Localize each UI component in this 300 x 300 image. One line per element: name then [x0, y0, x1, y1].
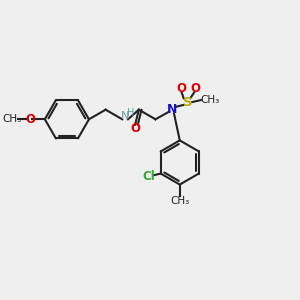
Text: N: N [167, 103, 177, 116]
Text: O: O [130, 122, 140, 135]
Text: O: O [177, 82, 187, 95]
Text: CH₃: CH₃ [170, 196, 189, 206]
Text: H: H [127, 108, 135, 118]
Text: O: O [190, 82, 200, 95]
Text: Cl: Cl [143, 170, 155, 183]
Text: N: N [121, 111, 129, 122]
Text: CH₃: CH₃ [200, 95, 219, 105]
Text: CH₃: CH₃ [3, 114, 22, 124]
Text: O: O [26, 113, 35, 126]
Text: S: S [183, 95, 192, 109]
